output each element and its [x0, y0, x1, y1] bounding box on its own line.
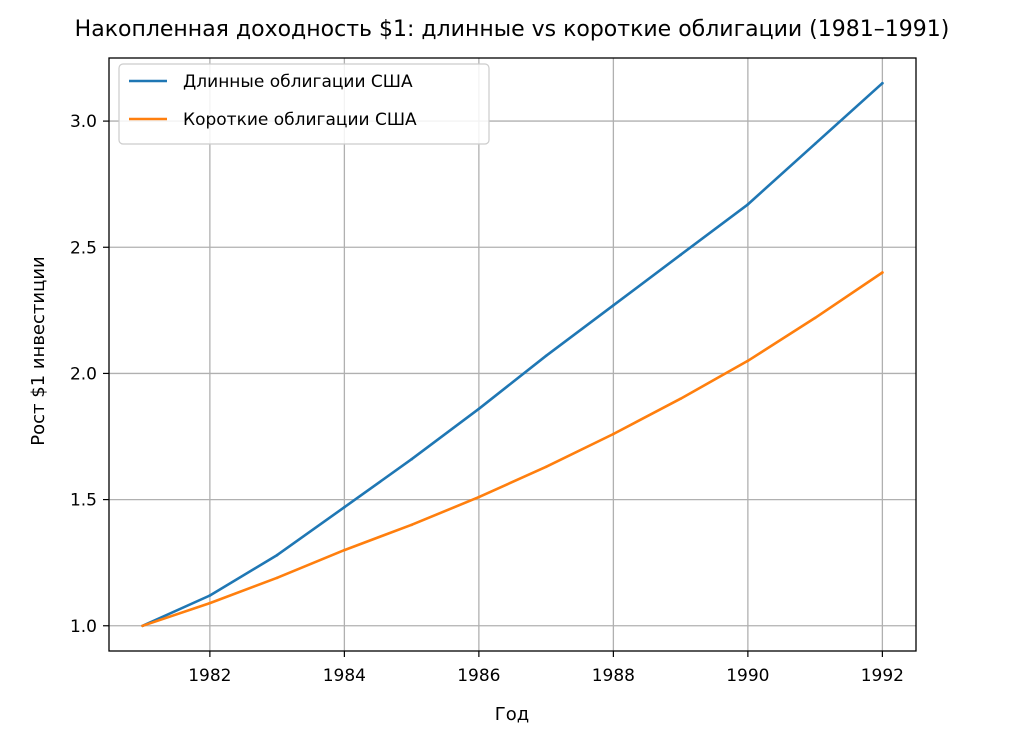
x-axis-label: Год	[495, 704, 529, 725]
series-2-point	[275, 576, 279, 580]
y-axis-label: Рост $1 инвестиции	[28, 256, 49, 445]
y-tick-label: 2.5	[70, 238, 97, 258]
series-1-point	[881, 81, 884, 85]
series-1-point	[746, 203, 750, 206]
series-2-point	[746, 359, 750, 363]
series-1-point	[410, 457, 413, 461]
x-tick-label: 1988	[592, 666, 635, 686]
y-tick-label: 3.0	[70, 112, 97, 132]
series-2-point	[343, 548, 346, 552]
x-tick-label: 1986	[457, 666, 500, 686]
series-lines	[141, 81, 884, 628]
series-2-point	[881, 271, 884, 274]
y-tick-label: 1.5	[70, 491, 97, 511]
y-tick-label: 1.0	[70, 617, 97, 637]
x-tick-label: 1982	[188, 666, 231, 686]
series-2-point	[612, 432, 615, 436]
y-tick-label: 2.0	[70, 364, 97, 384]
plot-frame	[108, 57, 917, 652]
series-1-point	[343, 505, 346, 509]
legend-box	[118, 63, 490, 145]
series-1-point	[544, 354, 548, 358]
series-2-point	[544, 465, 548, 469]
series-1-point	[477, 407, 481, 411]
series-1-point	[612, 303, 615, 307]
series-1-point	[275, 553, 279, 557]
x-tick-label: 1992	[861, 666, 904, 686]
series-2-point	[410, 523, 413, 527]
grid	[109, 58, 916, 651]
series-1-point	[208, 594, 212, 597]
series-1-point	[813, 142, 817, 146]
series-2-point	[813, 316, 817, 320]
series-2-point	[208, 601, 212, 605]
series-2-point	[477, 495, 481, 499]
legend: Длинные облигации США Короткие облигации …	[118, 63, 490, 145]
legend-label-2: Короткие облигации США	[183, 110, 417, 130]
y-axis: 1.0 1.5 2.0 2.5 3.0	[70, 112, 109, 637]
legend-label-1: Длинные облигации США	[183, 72, 413, 92]
series-2-point	[679, 397, 682, 400]
series-2-point	[141, 624, 144, 628]
series-1-point	[679, 253, 682, 257]
x-tick-label: 1990	[726, 666, 769, 686]
x-tick-label: 1984	[323, 666, 366, 686]
x-axis: 1982 1984 1986 1988 1990 1992	[188, 651, 904, 686]
series-line-2	[141, 271, 884, 628]
chart-title: Накопленная доходность $1: длинные vs ко…	[75, 17, 950, 42]
series-line-1	[141, 81, 884, 628]
